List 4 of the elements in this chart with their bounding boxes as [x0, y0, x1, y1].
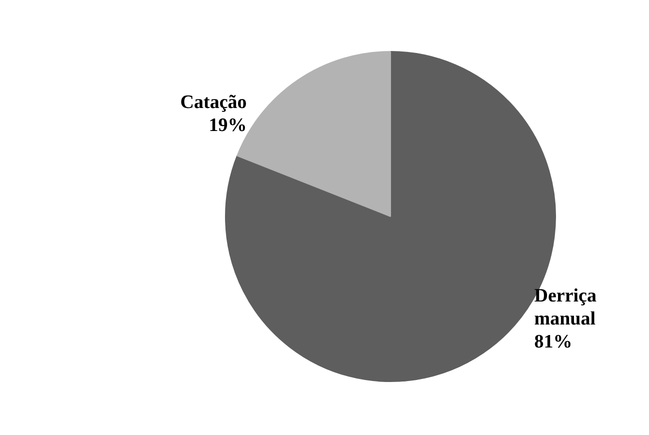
data-label: 19% [208, 115, 247, 136]
data-label: 81% [534, 331, 572, 352]
slice-label: Derriça manual [534, 285, 597, 330]
slice-label: Catação [180, 92, 247, 114]
